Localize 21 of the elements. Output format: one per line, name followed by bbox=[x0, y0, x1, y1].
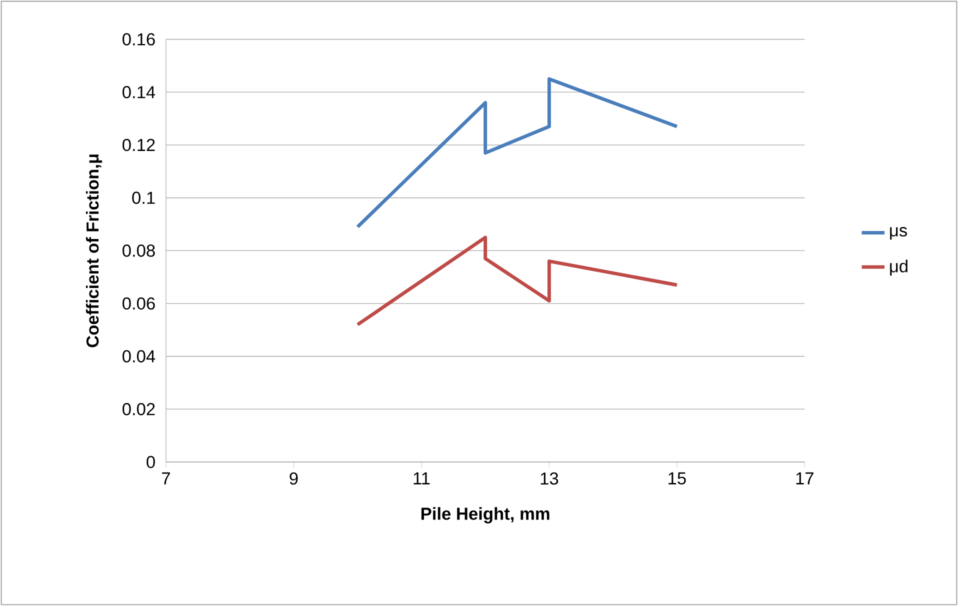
x-tick-label: 13 bbox=[540, 472, 558, 485]
y-tick-label: 0.04 bbox=[122, 350, 156, 362]
x-tick-label: 11 bbox=[414, 472, 430, 484]
x-axis-title: Pile Height, mm bbox=[421, 507, 550, 524]
y-tick-label: 0.12 bbox=[122, 138, 155, 152]
y-axis-title: Coefficient of Friction,μ bbox=[86, 154, 102, 348]
y-tick-label: 0.08 bbox=[122, 244, 155, 257]
x-tick-label: 17 bbox=[796, 472, 814, 484]
y-tick-label: 0.16 bbox=[122, 33, 155, 46]
y-tick-label: 0.1 bbox=[132, 192, 155, 204]
x-tick-label: 9 bbox=[290, 472, 298, 485]
legend-label: μd bbox=[890, 260, 908, 276]
line-series bbox=[356, 77, 679, 229]
y-tick-label: 0.06 bbox=[122, 297, 155, 310]
y-tick-label: 0.02 bbox=[122, 403, 155, 416]
y-tick-label: 0 bbox=[146, 456, 155, 468]
x-tick-label: 7 bbox=[162, 472, 170, 484]
x-tick-label: 15 bbox=[668, 472, 686, 484]
y-tick-label: 0.14 bbox=[122, 86, 156, 98]
legend-label: μs bbox=[890, 227, 907, 240]
line-series bbox=[356, 236, 679, 326]
